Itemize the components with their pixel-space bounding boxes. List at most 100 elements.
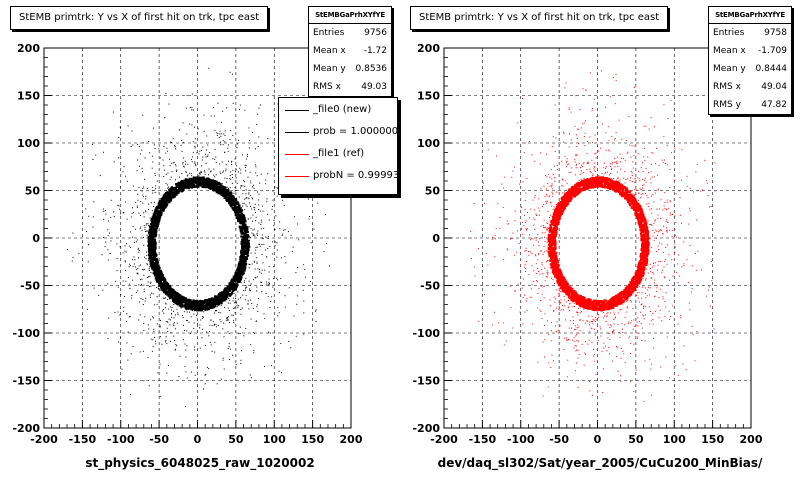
ring-hit-point (204, 299, 208, 302)
scatter-hit-point (257, 230, 259, 232)
outlier-hit-point (218, 136, 220, 138)
scatter-hit-point (85, 231, 87, 233)
scatter-hit-point (163, 165, 165, 167)
scatter-hit-point (204, 171, 206, 173)
ring-hit-point (157, 210, 160, 213)
ring-hit-point (187, 298, 190, 301)
ring-hit-point (148, 236, 151, 239)
scatter-hit-point (124, 260, 126, 262)
ring-hit-point (163, 196, 166, 200)
stats-value: 0.8536 (355, 64, 388, 74)
ring-hit-point (240, 229, 243, 232)
scatter-hit-point (167, 187, 169, 189)
legend-entry: probN = 0.99993 (279, 166, 397, 186)
outlier-hit-point (323, 250, 325, 252)
scatter-hit-point (132, 144, 134, 146)
legend-line-swatch (285, 176, 309, 177)
outlier-hit-point (139, 351, 141, 353)
scatter-hit-point (192, 152, 194, 154)
outlier-hit-point (191, 93, 193, 95)
scatter-hit-point (169, 178, 171, 180)
scatter-hit-point (239, 104, 241, 106)
scatter-hit-point (212, 321, 214, 323)
outlier-hit-point (194, 374, 196, 376)
scatter-hit-point (215, 156, 217, 158)
scatter-hit-point (251, 208, 253, 210)
scatter-hit-point (226, 107, 228, 109)
ring-hit-point (213, 295, 217, 298)
scatter-hit-point (249, 171, 251, 173)
ring-hit-point (640, 208, 643, 211)
scatter-hit-point (250, 217, 252, 219)
scatter-hit-point (125, 251, 127, 253)
scatter-hit-point (142, 188, 144, 190)
ring-hit-point (234, 210, 237, 213)
ring-hit-point (168, 285, 171, 288)
scatter-hit-point (242, 205, 244, 207)
ring-hit-point (206, 177, 209, 180)
scatter-hit-point (174, 328, 176, 330)
scatter-hit-point (173, 335, 175, 337)
scatter-hit-point (264, 269, 266, 271)
x-tick-label: 200 (740, 433, 763, 446)
scatter-hit-point (231, 173, 233, 175)
ring-hit-point (226, 194, 229, 197)
ring-hit-point (641, 274, 644, 277)
ring-hit-point (178, 297, 181, 300)
scatter-hit-point (227, 144, 229, 146)
scatter-hit-point (190, 333, 192, 335)
scatter-hit-point (248, 243, 250, 245)
scatter-hit-point (173, 317, 175, 319)
y-tick-label: 0 (432, 232, 440, 245)
scatter-hit-point (169, 158, 171, 160)
scatter-hit-point (129, 263, 131, 265)
outlier-hit-point (272, 205, 274, 207)
scatter-hit-point (244, 289, 246, 291)
ring-hit-point (238, 215, 241, 218)
y-tick-label: -100 (412, 327, 440, 340)
scatter-hit-point (166, 184, 168, 186)
ring-hit-point (152, 266, 155, 269)
scatter-hit-point (280, 278, 282, 280)
ring-hit-point (202, 303, 205, 306)
legend-box[interactable]: _file0 (new) prob = 1.000000 _file1 (ref… (278, 97, 398, 195)
scatter-hit-point (185, 356, 187, 358)
scatter-hit-point (249, 180, 251, 182)
scatter-hit-point (255, 220, 257, 222)
scatter-hit-point (256, 290, 258, 292)
outlier-hit-point (272, 190, 274, 192)
scatter-hit-point (213, 168, 215, 170)
scatter-hit-point (182, 157, 184, 159)
ring-hit-point (147, 237, 151, 241)
ring-hit-point (216, 188, 219, 191)
scatter-hit-point (142, 114, 144, 116)
ring-hit-point (219, 293, 222, 296)
scatter-hit-point (255, 277, 257, 279)
scatter-hit-point (201, 150, 203, 152)
scatter-hit-point (272, 266, 274, 268)
ring-hit-point (175, 296, 178, 300)
ring-hit-point (628, 292, 631, 295)
scatter-hit-point (243, 290, 245, 292)
scatter-hit-point (240, 308, 242, 310)
ring-hit-point (234, 287, 237, 291)
scatter-hit-point (148, 269, 150, 271)
ring-hit-point (163, 198, 166, 201)
scatter-hit-point (118, 205, 120, 207)
scatter-hit-point (174, 339, 176, 341)
outlier-hit-point (269, 332, 271, 334)
scatter-hit-point (233, 320, 235, 322)
scatter-hit-point (145, 224, 147, 226)
ring-hit-point (177, 298, 181, 302)
scatter-hit-point (265, 179, 267, 181)
scatter-hit-point (140, 283, 142, 285)
ring-hit-point (193, 183, 196, 186)
scatter-hit-point (227, 307, 229, 309)
left-stats-box[interactable]: StEMBGaPrhXYfYE Entries 9756 Mean x -1.72 … (308, 6, 392, 97)
scatter-hit-point (208, 168, 210, 170)
ring-hit-point (148, 250, 151, 253)
scatter-hit-point (163, 297, 165, 299)
ring-hit-point (151, 227, 154, 230)
scatter-hit-point (226, 317, 228, 319)
x-tick-label: -200 (430, 433, 458, 446)
